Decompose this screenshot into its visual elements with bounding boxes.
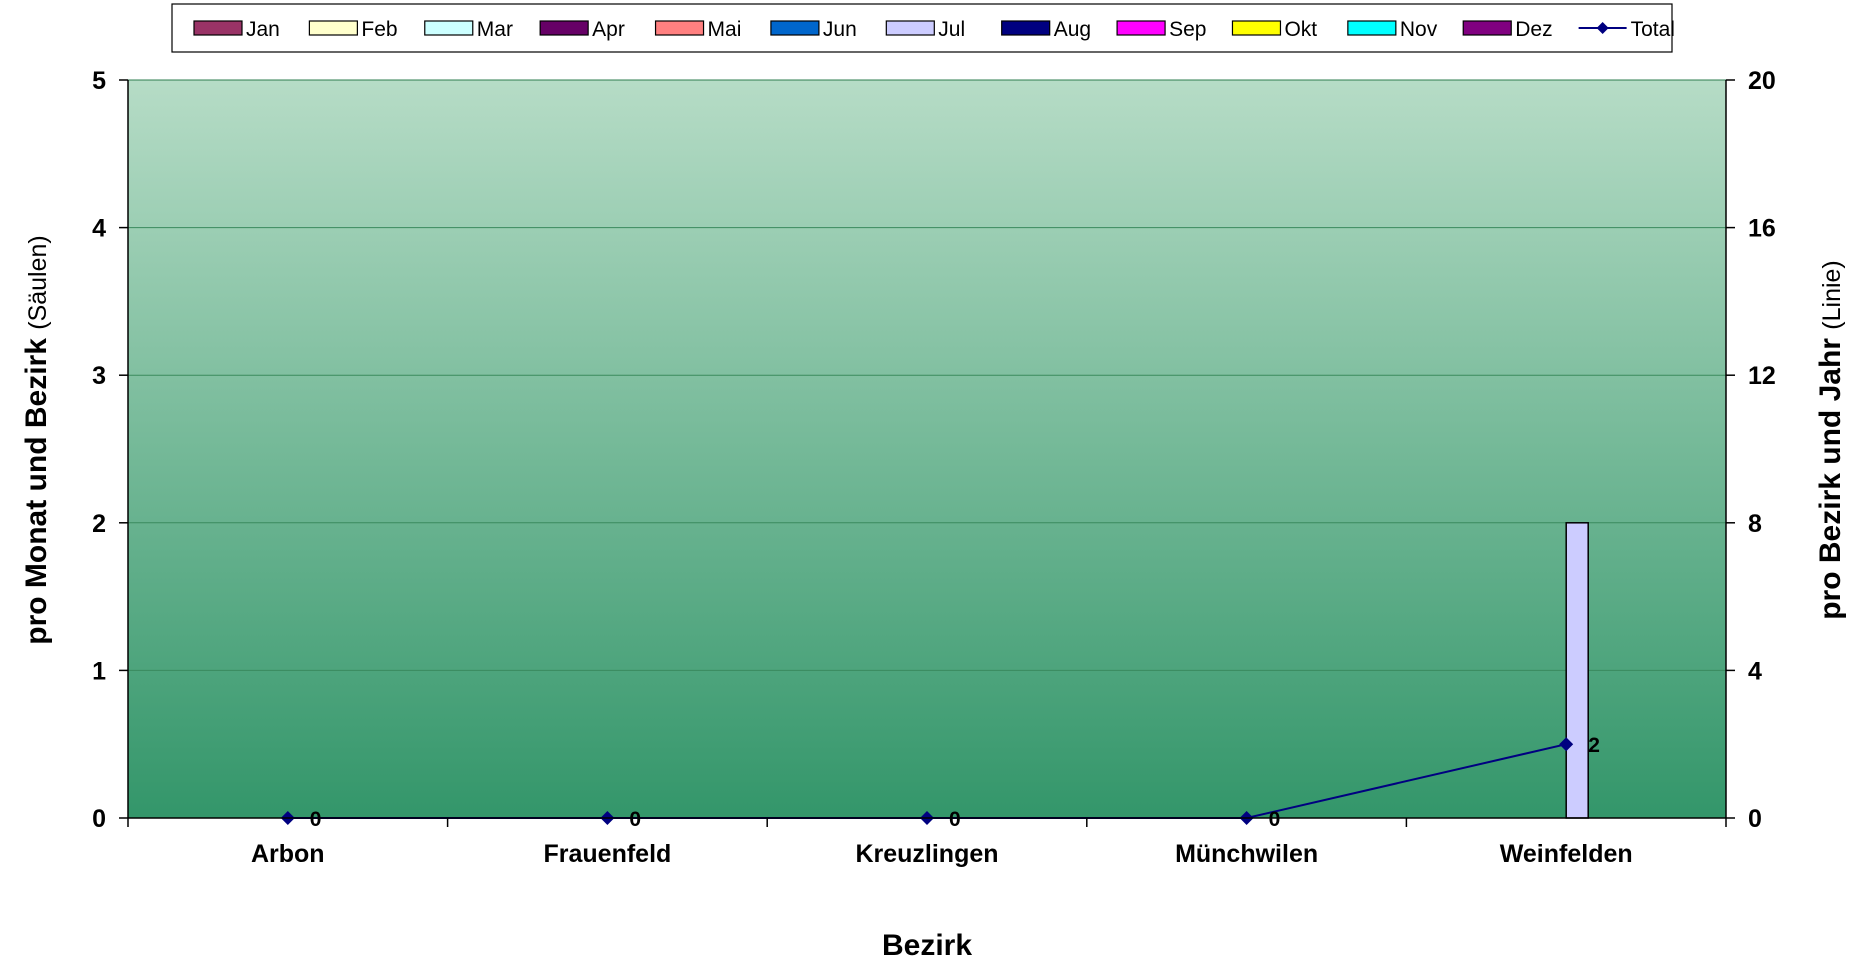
right-tick-label: 4 xyxy=(1748,657,1762,685)
right-tick-label: 0 xyxy=(1748,805,1762,833)
legend-label-feb: Feb xyxy=(361,18,397,41)
legend-swatch-apr xyxy=(539,20,589,36)
right-tick-label: 8 xyxy=(1748,510,1762,538)
legend-label-jun: Jun xyxy=(823,18,857,41)
total-data-label-weinfelden: 2 xyxy=(1588,734,1600,757)
legend-label-okt: Okt xyxy=(1284,18,1317,41)
legend-swatch-sep xyxy=(1116,20,1166,36)
x-tick-label-arbon: Arbon xyxy=(251,840,325,868)
legend-swatch-jul xyxy=(885,20,935,36)
bar-jul-weinfelden xyxy=(1565,522,1589,819)
legend-label-mai: Mai xyxy=(708,18,742,41)
legend-label-jul: Jul xyxy=(938,18,965,41)
legend-swatch-mar xyxy=(424,20,474,36)
legend-swatch-okt xyxy=(1231,20,1282,36)
left-tick-label: 2 xyxy=(92,510,106,538)
x-tick-label-weinfelden: Weinfelden xyxy=(1500,840,1633,868)
legend-swatch-jan xyxy=(193,20,243,36)
x-tick-label-kreuzlingen: Kreuzlingen xyxy=(855,840,998,868)
right-axis-title: pro Bezirk und Jahr (Linie) xyxy=(1814,260,1847,620)
legend-swatch-dez xyxy=(1462,20,1512,36)
left-tick-label: 0 xyxy=(92,805,106,833)
legend-swatch-mai xyxy=(654,20,705,36)
x-tick-label-frauenfeld: Frauenfeld xyxy=(544,840,672,868)
gridlines xyxy=(128,227,1726,671)
total-data-label-frauenfeld: 0 xyxy=(629,808,641,831)
x-tick-label-munchwilen: Münchwilen xyxy=(1175,840,1318,868)
total-point-weinfelden xyxy=(1559,737,1574,752)
bars xyxy=(1565,522,1589,819)
right-axis-title-main: pro Bezirk und Jahr xyxy=(1814,338,1847,620)
legend-label-total: Total xyxy=(1631,18,1675,41)
legend-swatch-nov xyxy=(1347,20,1397,36)
legend-label-aug: Aug xyxy=(1054,18,1091,41)
left-axis-title-main: pro Monat und Bezirk xyxy=(20,338,53,645)
total-data-label-munchwilen: 0 xyxy=(1269,808,1281,831)
total-data-label-arbon: 0 xyxy=(310,808,322,831)
left-tick-label: 1 xyxy=(92,657,106,685)
left-axis-title-sub: (Säulen) xyxy=(24,235,52,330)
legend: Jan Feb Mar Apr Mai Jun Jul Aug Sep Okt Nov Dez Tota… xyxy=(171,3,1675,53)
right-tick-label: 20 xyxy=(1748,67,1776,95)
legend-label-jan: Jan xyxy=(246,18,280,41)
legend-label-apr: Apr xyxy=(592,18,625,41)
left-axis-title: pro Monat und Bezirk (Säulen) xyxy=(20,235,53,645)
plot-area xyxy=(127,79,1727,819)
legend-label-sep: Sep xyxy=(1169,18,1206,41)
legend-label-nov: Nov xyxy=(1400,18,1438,41)
legend-label-dez: Dez xyxy=(1515,18,1552,41)
right-tick-label: 16 xyxy=(1748,215,1776,243)
total-data-label-kreuzlingen: 0 xyxy=(949,808,961,831)
legend-swatch-jun xyxy=(770,20,820,36)
left-tick-label: 3 xyxy=(92,362,106,390)
left-tick-label: 5 xyxy=(92,67,106,95)
legend-swatch-aug xyxy=(1001,20,1051,36)
legend-marker-total xyxy=(1596,22,1609,34)
legend-swatch-feb xyxy=(308,20,358,36)
right-tick-label: 12 xyxy=(1748,362,1776,390)
x-axis-title: Bezirk xyxy=(882,929,972,957)
legend-label-mar: Mar xyxy=(477,18,513,41)
left-tick-label: 4 xyxy=(92,215,106,243)
right-axis-title-sub: (Linie) xyxy=(1818,260,1846,329)
